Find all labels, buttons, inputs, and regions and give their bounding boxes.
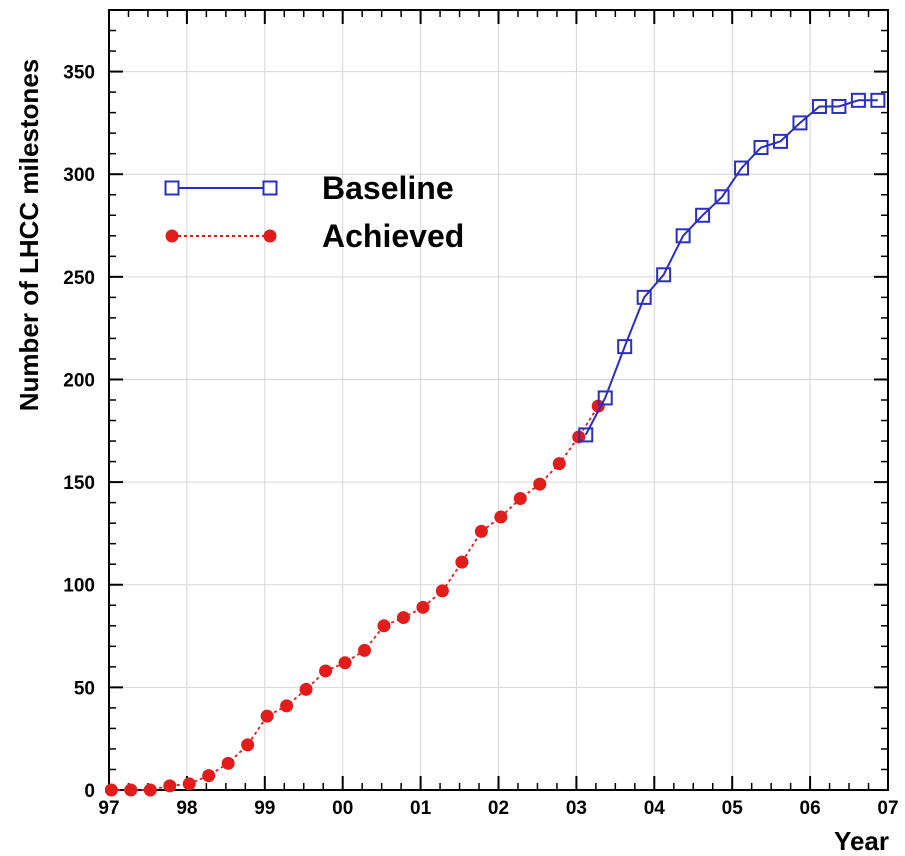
baseline-point [753,140,769,156]
y-tick-label: 200 [63,370,95,391]
legend-item-baseline: Baseline [164,170,454,206]
baseline-point [734,160,750,176]
achieved-point [455,555,469,569]
achieved-point [474,524,488,538]
legend-marker-achieved [263,229,277,243]
y-tick-label: 250 [63,268,95,289]
baseline-point [656,267,672,283]
x-tick-label: 04 [644,798,666,819]
achieved-point [124,783,138,797]
y-tick-label: 50 [74,678,95,699]
series-baseline [578,92,886,443]
baseline-point [811,98,827,114]
x-tick-label: 99 [254,798,275,819]
legend-marker-baseline [164,180,180,196]
x-tick-label: 06 [800,798,821,819]
baseline-point [870,92,886,108]
legend-marker-achieved [165,229,179,243]
legend-item-achieved: Achieved [165,218,464,254]
x-tick-label: 07 [877,798,898,819]
achieved-point [202,769,216,783]
series-achieved [104,399,605,797]
tick-labels: 0 50 100 150 200 250 300 350 97 98 99 00 01 02 03 04 05 0… [63,63,898,819]
x-tick-label: 02 [488,798,509,819]
baseline-point [714,189,730,205]
y-tick-label: 100 [63,576,95,597]
achieved-point [552,457,566,471]
baseline-point [772,133,788,149]
achieved-point [299,682,313,696]
achieved-point [338,656,352,670]
achieved-point [435,584,449,598]
baseline-point [675,228,691,244]
legend-label-achieved: Achieved [322,218,464,254]
series-layer [104,92,886,797]
achieved-point [513,492,527,506]
achieved-point [241,738,255,752]
x-tick-label: 00 [332,798,353,819]
baseline-point [578,427,594,443]
baseline-point [792,115,808,131]
baseline-point [695,207,711,223]
y-tick-label: 150 [63,473,95,494]
achieved-point [182,777,196,791]
achieved-point [104,783,118,797]
achieved-point [163,779,177,793]
achieved-point [221,756,235,770]
baseline-point [850,92,866,108]
x-tick-label: 01 [410,798,432,819]
baseline-point [636,289,652,305]
legend: Baseline Achieved [164,170,464,254]
achieved-point [377,619,391,633]
y-tick-label: 0 [84,781,95,802]
achieved-point [358,643,372,657]
achieved-point [280,699,294,713]
y-axis-title: Number of LHCC milestones [14,59,44,412]
achieved-point [143,783,157,797]
y-tick-label: 350 [63,63,95,84]
achieved-point [396,611,410,625]
achieved-point [319,664,333,678]
achieved-point [533,477,547,491]
grid-lines [109,10,888,791]
x-tick-label: 03 [566,798,587,819]
baseline-point [831,98,847,114]
baseline-point [597,390,613,406]
x-tick-label: 97 [98,798,119,819]
achieved-point [416,600,430,614]
x-tick-label: 98 [176,798,197,819]
y-tick-label: 300 [63,165,95,186]
legend-label-baseline: Baseline [322,170,454,206]
x-axis-title: Year [834,826,889,856]
legend-marker-baseline [262,180,278,196]
baseline-line [584,99,878,436]
baseline-point [617,339,633,355]
achieved-point [494,510,508,524]
achieved-point [260,709,274,723]
x-tick-label: 05 [722,798,744,819]
